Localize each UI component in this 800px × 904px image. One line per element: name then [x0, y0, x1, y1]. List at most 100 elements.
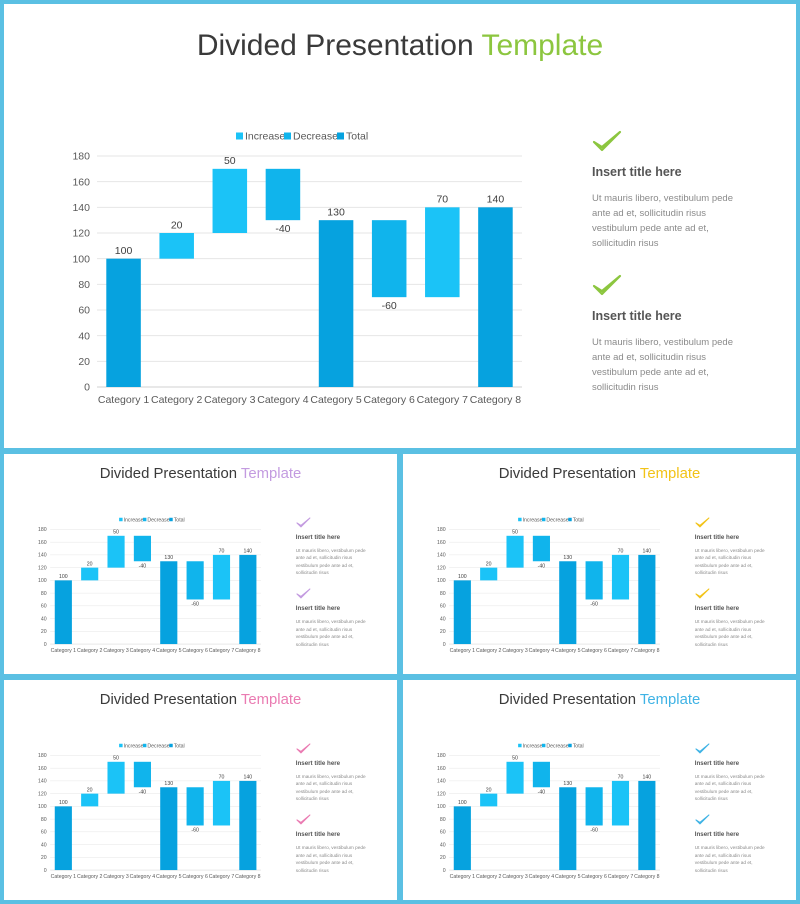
- sidebar-item-title: Insert title here: [295, 831, 341, 839]
- bar-increase: [81, 793, 99, 807]
- title-main: Divided Presentation: [99, 692, 238, 709]
- slide-title: Divided Presentation Template: [4, 29, 796, 63]
- legend-label: Total: [573, 517, 584, 523]
- bar-total: [638, 554, 656, 645]
- x-tick-label: Category 5: [555, 874, 581, 880]
- data-label: -60: [382, 300, 397, 312]
- slide-purple: Divided Presentation Template 0 20 40 60 80 10…: [4, 454, 397, 674]
- data-label: 20: [87, 561, 93, 567]
- x-tick-label: Category 6: [364, 394, 416, 406]
- legend-swatch: [337, 132, 344, 140]
- x-tick-label: Category 3: [103, 648, 129, 654]
- y-tick-label: 40: [41, 842, 47, 848]
- bar-increase: [506, 761, 524, 794]
- legend-swatch: [169, 517, 173, 522]
- sidebar-item-title: Insert title here: [592, 309, 682, 323]
- sidebar-item: Insert title here Ut mauris libero, vesti…: [695, 588, 769, 648]
- x-tick-label: Category 2: [77, 874, 103, 880]
- check-icon: [592, 274, 622, 296]
- sidebar: Insert title here Ut mauris libero, vesti…: [592, 130, 742, 410]
- bar-decrease: [265, 168, 301, 221]
- check-icon: [296, 814, 311, 825]
- y-tick-label: 0: [443, 868, 446, 874]
- y-tick-label: 20: [41, 629, 47, 635]
- legend-label: Increase: [124, 743, 144, 749]
- x-tick-label: Category 1: [51, 874, 77, 880]
- slide-title: Divided Presentation Template: [4, 692, 397, 708]
- legend-swatch: [518, 743, 522, 748]
- title-main: Divided Presentation: [196, 29, 474, 62]
- bar-decrease: [133, 761, 151, 788]
- bar-increase: [212, 780, 231, 826]
- slide-pink: Divided Presentation Template 0 20 40 60 80 10…: [4, 680, 397, 900]
- legend-swatch: [119, 517, 123, 522]
- legend-swatch: [142, 517, 147, 522]
- y-tick-label: 120: [38, 791, 47, 797]
- data-label: 140: [643, 775, 652, 781]
- waterfall-chart: 0 20 40 60 80 100 120 140 160 180 100 Category 1 20 C…: [437, 517, 661, 654]
- y-tick-label: 80: [41, 591, 47, 597]
- bar-decrease: [371, 220, 407, 298]
- bar-increase: [611, 780, 630, 826]
- bar-increase: [425, 207, 460, 298]
- data-label: 20: [171, 219, 183, 231]
- bar-decrease: [186, 561, 204, 600]
- data-label: 20: [486, 561, 492, 567]
- y-tick-label: 120: [38, 565, 47, 571]
- y-tick-label: 20: [78, 356, 90, 368]
- legend-label: Increase: [245, 131, 285, 143]
- x-tick-label: Category 4: [130, 648, 156, 654]
- data-label: -40: [538, 789, 546, 795]
- y-tick-label: 60: [41, 604, 47, 610]
- y-tick-label: 160: [38, 540, 47, 546]
- bar-decrease: [585, 787, 603, 826]
- y-tick-label: 0: [44, 642, 47, 648]
- data-label: 140: [244, 549, 253, 555]
- sidebar-item-title: Insert title here: [694, 831, 740, 839]
- x-tick-label: Category 6: [182, 648, 208, 654]
- data-label: 50: [512, 755, 518, 761]
- x-tick-label: Category 3: [204, 394, 256, 406]
- bar-total: [239, 780, 257, 871]
- legend-swatch: [169, 743, 173, 748]
- sidebar-item: Insert title here Ut mauris libero, vesti…: [695, 814, 769, 874]
- bar-total: [54, 806, 72, 871]
- y-tick-label: 180: [72, 151, 90, 163]
- y-tick-label: 160: [72, 176, 90, 188]
- data-label: 130: [563, 781, 572, 787]
- legend-label: Total: [573, 743, 584, 749]
- sidebar-item: Insert title here Ut mauris libero, vesti…: [695, 516, 769, 577]
- x-tick-label: Category 3: [502, 874, 528, 880]
- title-main: Divided Presentation: [498, 466, 637, 483]
- data-label: 50: [224, 155, 236, 167]
- sidebar: Insert title here Ut mauris libero, vesti…: [694, 742, 769, 882]
- legend-swatch: [284, 132, 291, 140]
- y-tick-label: 80: [440, 817, 446, 823]
- x-tick-label: Category 1: [51, 648, 77, 654]
- sidebar-item-body: Ut mauris libero, vestibulum pede ante a…: [295, 845, 366, 873]
- bar-increase: [107, 761, 125, 794]
- legend-swatch: [568, 517, 572, 522]
- legend-swatch: [541, 517, 546, 522]
- data-label: -40: [538, 563, 546, 569]
- data-label: 50: [113, 529, 119, 535]
- x-tick-label: Category 3: [502, 648, 528, 654]
- y-tick-label: 160: [437, 766, 446, 772]
- y-tick-label: 60: [440, 830, 446, 836]
- y-tick-label: 20: [41, 855, 47, 861]
- sidebar-item-title: Insert title here: [592, 165, 682, 179]
- y-tick-label: 40: [440, 842, 446, 848]
- legend-swatch: [541, 743, 546, 748]
- data-label: 130: [327, 206, 345, 218]
- legend-label: Increase: [523, 743, 543, 749]
- legend-label: Decrease: [147, 517, 169, 523]
- data-label: -40: [275, 223, 290, 235]
- sidebar-item-title: Insert title here: [295, 605, 341, 613]
- bar-total: [559, 787, 577, 871]
- check-icon: [695, 814, 710, 825]
- title-main: Divided Presentation: [99, 466, 238, 483]
- x-tick-label: Category 8: [634, 874, 660, 880]
- bar-total: [478, 207, 513, 387]
- y-tick-label: 80: [78, 279, 90, 291]
- sidebar-item-body: Ut mauris libero, vestibulum pede ante a…: [694, 773, 765, 802]
